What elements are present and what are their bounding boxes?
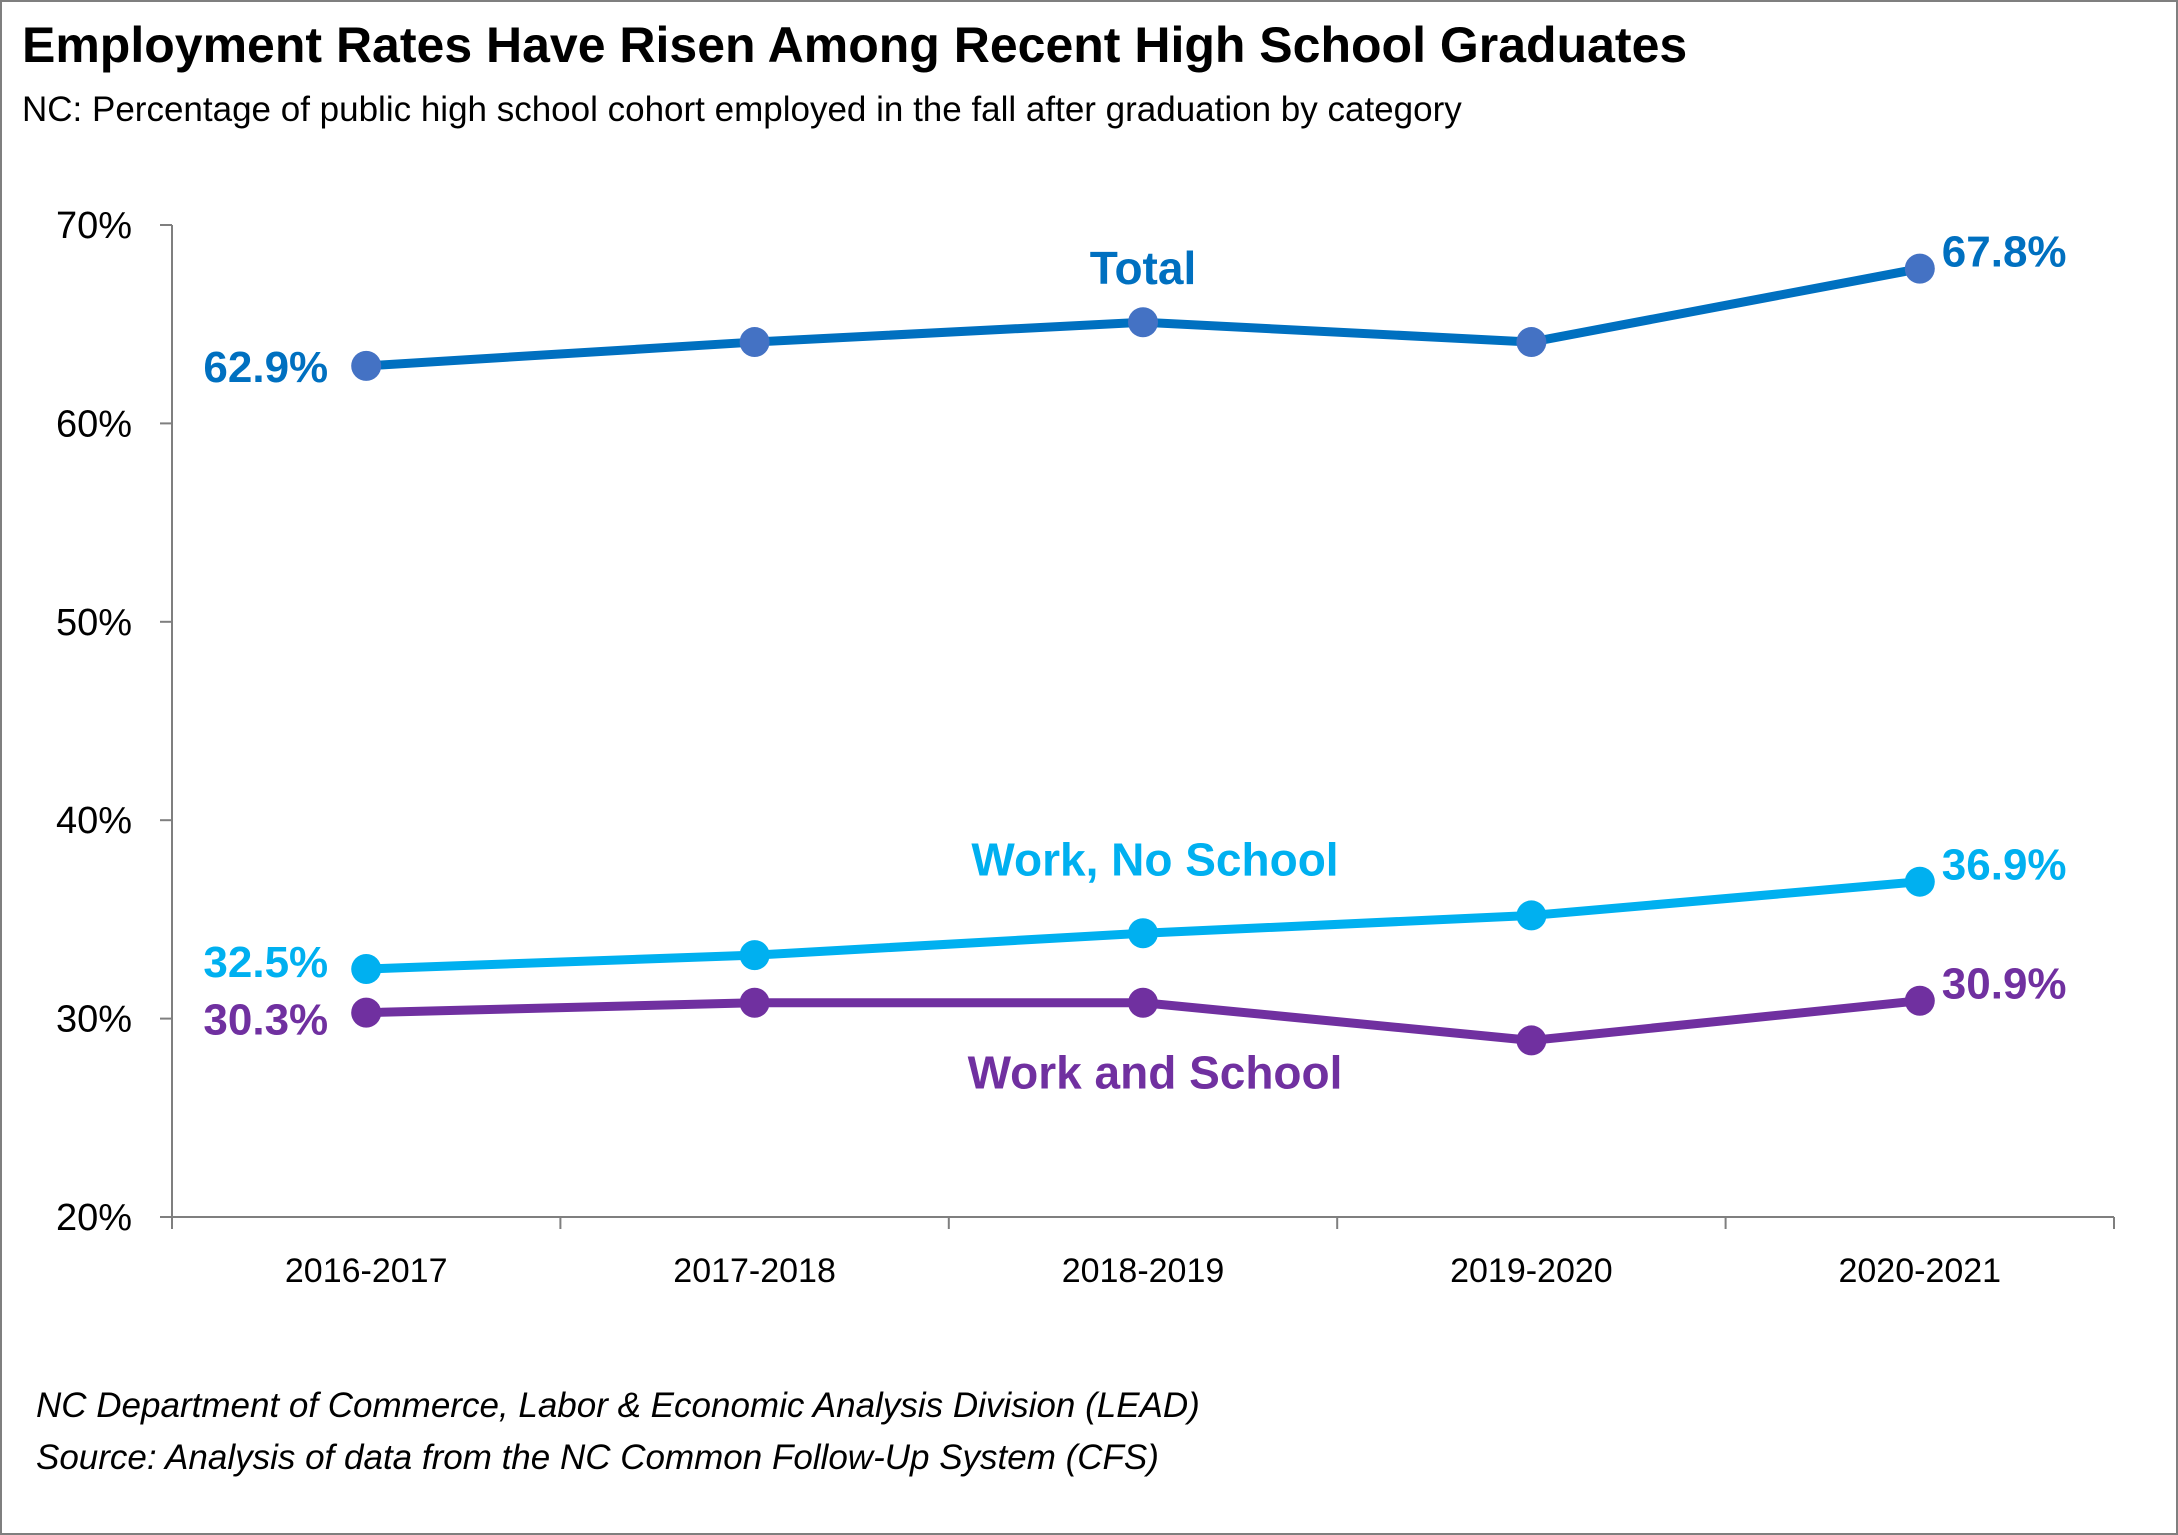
y-tick-label: 60%: [56, 403, 132, 445]
data-point: [1516, 1025, 1547, 1056]
data-point: [351, 350, 382, 381]
series-name-label: Work, No School: [971, 833, 1338, 885]
data-label-first: 30.3%: [203, 996, 328, 1045]
note-line-1: NC Department of Commerce, Labor & Econo…: [36, 1386, 1200, 1425]
data-point: [1904, 253, 1935, 284]
y-tick-label: 20%: [56, 1197, 132, 1239]
data-point: [739, 940, 770, 971]
x-tick-label: 2017-2018: [673, 1252, 836, 1290]
series-name-label: Work and School: [968, 1047, 1343, 1099]
y-tick-label: 40%: [56, 800, 132, 842]
series-markers: [351, 253, 1935, 1056]
x-tick-label: 2019-2020: [1450, 1252, 1613, 1290]
x-tick-label: 2020-2021: [1838, 1252, 2001, 1290]
note-line-2: Source: Analysis of data from the NC Com…: [36, 1438, 1159, 1477]
data-label-first: 32.5%: [203, 938, 328, 987]
x-tick-label: 2018-2019: [1062, 1252, 1225, 1290]
data-point: [1516, 327, 1547, 358]
chart-title: Employment Rates Have Risen Among Recent…: [22, 17, 1688, 73]
data-point: [1516, 900, 1547, 931]
source-notes: NC Department of Commerce, Labor & Econo…: [36, 1380, 1200, 1484]
data-label-first: 62.9%: [203, 343, 328, 392]
data-point: [739, 987, 770, 1018]
data-label-last: 67.8%: [1942, 228, 2067, 277]
data-point: [739, 327, 770, 358]
data-point: [1128, 918, 1158, 949]
x-tick-label: 2016-2017: [285, 1252, 448, 1290]
data-point: [1128, 987, 1158, 1018]
data-labels: Total 62.9% 67.8% Work, No School 32.5% 36.9%…: [203, 228, 2066, 1099]
series-name-label: Total: [1090, 242, 1196, 294]
data-point: [1904, 866, 1935, 897]
data-point: [351, 997, 382, 1028]
data-point: [351, 954, 382, 984]
data-point: [1904, 985, 1935, 1016]
data-label-last: 30.9%: [1942, 960, 2067, 1009]
y-tick-label: 50%: [56, 602, 132, 644]
axes: 70% 60% 50% 40% 30% 20% 2016-2017 2017-2018 2018…: [56, 205, 2115, 1290]
data-point: [1128, 307, 1158, 338]
y-tick-label: 70%: [56, 205, 132, 247]
data-label-last: 36.9%: [1942, 841, 2067, 890]
y-tick-label: 30%: [56, 999, 132, 1041]
chart-subtitle: NC: Percentage of public high school coh…: [22, 90, 1462, 129]
